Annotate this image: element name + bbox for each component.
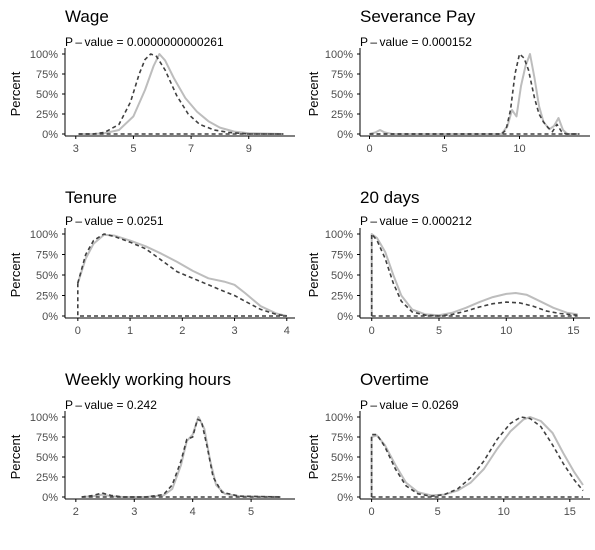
x-tick-label: 15 [567,325,579,337]
y-tick-label: 50% [331,270,353,282]
x-tick-label: 4 [190,506,196,518]
series-line-1 [81,416,281,498]
y-tick-label: 25% [331,109,353,121]
series-line-2 [78,53,284,135]
y-tick-label: 50% [331,452,353,464]
panel-p-value: P – value = 0.0000000000261 [65,35,224,49]
panel-p-value: P – value = 0.0251 [65,214,164,228]
y-axis-label: Percent [8,434,23,479]
x-tick-label: 5 [436,325,442,337]
x-tick-label: 3 [131,506,137,518]
y-tick-label: 50% [36,452,58,464]
y-tick-label: 50% [331,89,353,101]
panel-title: Weekly working hours [65,370,231,389]
x-tick-label: 0 [366,143,372,155]
y-tick-label: 75% [331,69,353,81]
x-tick-label: 1 [127,325,133,337]
panel-title: Wage [65,7,109,26]
x-tick-label: 3 [231,325,237,337]
y-tick-label: 25% [36,109,58,121]
y-tick-label: 0% [42,129,58,141]
y-tick-label: 25% [331,472,353,484]
panel-title: 20 days [360,188,420,207]
series-line-2 [370,233,578,317]
y-tick-label: 0% [337,129,353,141]
y-tick-label: 75% [36,250,58,262]
panel-title: Severance Pay [360,7,476,26]
x-tick-label: 10 [500,325,512,337]
x-tick-label: 2 [73,506,79,518]
y-axis-label: Percent [306,252,321,297]
y-tick-label: 100% [30,49,58,61]
y-tick-label: 75% [331,250,353,262]
series-line-2 [81,418,281,498]
panel-p-value: P – value = 0.242 [65,398,157,412]
series-line-2 [370,416,584,497]
series-line-1 [370,233,578,317]
y-tick-label: 75% [36,69,58,81]
x-tick-label: 15 [564,506,576,518]
x-tick-label: 10 [498,506,510,518]
y-tick-label: 75% [331,432,353,444]
y-tick-label: 50% [36,270,58,282]
y-tick-label: 0% [337,311,353,323]
y-axis-label: Percent [8,71,23,116]
y-tick-label: 50% [36,89,58,101]
y-tick-label: 100% [30,412,58,424]
y-tick-label: 75% [36,432,58,444]
panel-title: Overtime [360,370,429,389]
y-tick-label: 0% [42,311,58,323]
series-line-2 [369,53,580,135]
panel-p-value: P – value = 0.000212 [360,214,472,228]
x-tick-label: 9 [246,143,252,155]
x-tick-label: 5 [248,506,254,518]
x-tick-label: 2 [179,325,185,337]
y-tick-label: 100% [325,49,353,61]
panel-p-value: P – value = 0.000152 [360,35,472,49]
x-tick-label: 4 [284,325,290,337]
x-tick-label: 10 [513,143,525,155]
x-tick-label: 0 [75,325,81,337]
x-tick-label: 0 [369,506,375,518]
y-axis-label: Percent [8,252,23,297]
series-line-2 [77,233,287,317]
series-line-1 [76,233,288,317]
panel-p-value: P – value = 0.0269 [360,398,459,412]
x-tick-label: 5 [441,143,447,155]
y-tick-label: 100% [325,412,353,424]
x-tick-label: 3 [73,143,79,155]
x-tick-label: 5 [130,143,136,155]
series-line-1 [369,53,580,135]
y-tick-label: 0% [42,492,58,504]
series-line-1 [370,416,584,497]
x-tick-label: 5 [435,506,441,518]
y-axis-label: Percent [306,71,321,116]
y-tick-label: 0% [337,492,353,504]
y-tick-label: 25% [36,472,58,484]
y-tick-label: 25% [331,291,353,303]
y-tick-label: 100% [325,229,353,241]
x-tick-label: 7 [188,143,194,155]
y-axis-label: Percent [306,434,321,479]
series-line-1 [78,53,284,135]
y-tick-label: 25% [36,291,58,303]
series-line-3 [77,283,287,317]
panel-title: Tenure [65,188,117,207]
y-tick-label: 100% [30,229,58,241]
x-tick-label: 0 [369,325,375,337]
